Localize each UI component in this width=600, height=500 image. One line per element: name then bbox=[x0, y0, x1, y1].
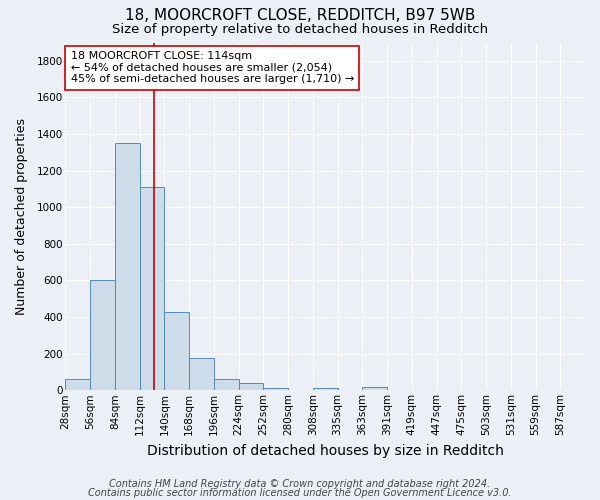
Text: 18, MOORCROFT CLOSE, REDDITCH, B97 5WB: 18, MOORCROFT CLOSE, REDDITCH, B97 5WB bbox=[125, 8, 475, 22]
Bar bbox=[164, 312, 189, 390]
Bar bbox=[115, 143, 140, 390]
Bar bbox=[90, 280, 115, 390]
Bar bbox=[140, 187, 164, 390]
Bar bbox=[214, 380, 239, 390]
Bar bbox=[362, 386, 387, 390]
Bar bbox=[263, 388, 288, 390]
Bar bbox=[189, 358, 214, 390]
Text: Contains public sector information licensed under the Open Government Licence v3: Contains public sector information licen… bbox=[88, 488, 512, 498]
Text: 18 MOORCROFT CLOSE: 114sqm
← 54% of detached houses are smaller (2,054)
45% of s: 18 MOORCROFT CLOSE: 114sqm ← 54% of deta… bbox=[71, 51, 354, 84]
Text: Contains HM Land Registry data © Crown copyright and database right 2024.: Contains HM Land Registry data © Crown c… bbox=[109, 479, 491, 489]
Bar bbox=[65, 380, 90, 390]
Text: Size of property relative to detached houses in Redditch: Size of property relative to detached ho… bbox=[112, 22, 488, 36]
Y-axis label: Number of detached properties: Number of detached properties bbox=[15, 118, 28, 315]
Bar bbox=[313, 388, 338, 390]
X-axis label: Distribution of detached houses by size in Redditch: Distribution of detached houses by size … bbox=[147, 444, 503, 458]
Bar bbox=[239, 383, 263, 390]
